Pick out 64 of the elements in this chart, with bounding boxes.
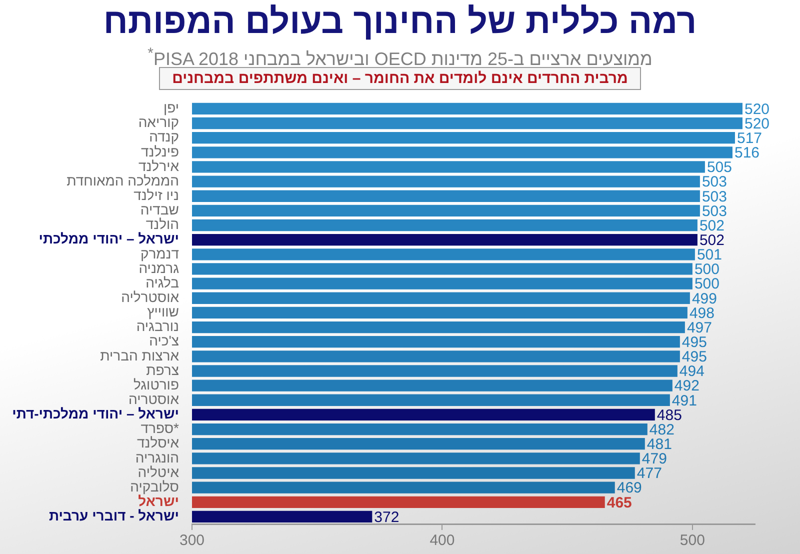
- y-tick-label: ארצות הברית: [100, 347, 180, 364]
- y-tick-label: אירלנד: [138, 158, 180, 174]
- data-label: 499: [692, 290, 717, 308]
- y-tick-label: איטליה: [138, 464, 180, 480]
- data-label: 500: [694, 276, 720, 293]
- data-label: 477: [636, 465, 662, 482]
- data-label: 492: [674, 378, 700, 395]
- y-tick-label: צרפת: [146, 362, 180, 378]
- y-tick-label: קוריאה: [138, 114, 179, 130]
- y-tick-label: סלובקיה: [130, 478, 179, 494]
- data-label: 501: [696, 246, 722, 264]
- data-label: 503: [702, 188, 727, 206]
- data-label: 485: [656, 406, 682, 424]
- data-label: 520: [744, 100, 770, 118]
- data-label: 482: [649, 421, 674, 438]
- data-label: 498: [689, 304, 714, 322]
- data-label: 479: [642, 450, 667, 468]
- y-tick-label: הולנד: [146, 216, 179, 232]
- x-tick-label: 300: [179, 532, 205, 550]
- y-tick-label: הונגריה: [135, 449, 179, 466]
- y-tick-label: אוסטרליה: [121, 288, 180, 305]
- y-tick-label: ישראל: [138, 493, 179, 509]
- y-tick-label: קנדה: [149, 128, 179, 145]
- chart-title: רמה כללית של החינוך בעולם המפותח: [102, 2, 698, 42]
- data-label: 372: [374, 508, 400, 526]
- text: מרבית החרדים אינם לומדים את החומר – ואינם משתתפים במבחנים: [172, 70, 628, 87]
- data-label: 503: [702, 174, 727, 191]
- data-label: 495: [682, 348, 707, 366]
- data-label: 503: [702, 202, 727, 220]
- data-label: 491: [672, 392, 697, 410]
- data-label: 517: [736, 130, 762, 147]
- x-tick-label: 400: [430, 532, 455, 550]
- y-tick-label: גרמניה: [138, 260, 180, 276]
- y-tick-label: דנמרק: [140, 245, 180, 262]
- data-label: 502: [699, 217, 724, 234]
- data-label: 494: [679, 363, 704, 380]
- data-label: 520: [744, 115, 770, 132]
- y-tick-label: שבדיה: [140, 202, 179, 218]
- y-tick-label: פורטוגל: [134, 376, 179, 392]
- x-tick-label: 500: [680, 532, 705, 550]
- y-tick-label: ישראל - דוברי ערבית: [48, 508, 179, 524]
- y-tick-label: ניו זילנד: [134, 186, 179, 203]
- data-label: 502: [699, 232, 724, 249]
- data-label: 481: [646, 436, 672, 453]
- y-tick-label: ישראל – יהודי ממלכתי-דתי: [12, 406, 179, 422]
- y-tick-label: צ'כיה: [149, 332, 180, 349]
- chart-subtitle: ממוצעים ארציים ב-25 מדינות OECD ובישראל במבחני PISA 2018$^{*}$: [146, 44, 654, 70]
- y-tick-label: נורבגיה: [136, 318, 179, 334]
- y-tick-label: איסלנד: [137, 434, 180, 451]
- y-tick-label: יפן: [163, 100, 179, 116]
- data-label: 495: [682, 334, 707, 351]
- y-tick-label: ספרד*: [140, 420, 180, 436]
- y-tick-label: פינלנד: [141, 143, 179, 160]
- y-tick-label: ישראל – יהודי ממלכתי: [38, 230, 179, 247]
- y-tick-label: שווייץ: [147, 304, 179, 320]
- data-label: 465: [606, 494, 632, 512]
- data-label: 469: [616, 480, 642, 497]
- data-label: 505: [706, 159, 732, 176]
- y-tick-label: בלגיה: [146, 274, 179, 290]
- y-tick-label: הממלכה המאוחדת: [66, 172, 179, 188]
- data-label: 497: [686, 319, 712, 336]
- y-tick-label: אוסטריה: [128, 390, 180, 407]
- data-label: 500: [694, 261, 720, 278]
- data-label: 516: [734, 144, 760, 162]
